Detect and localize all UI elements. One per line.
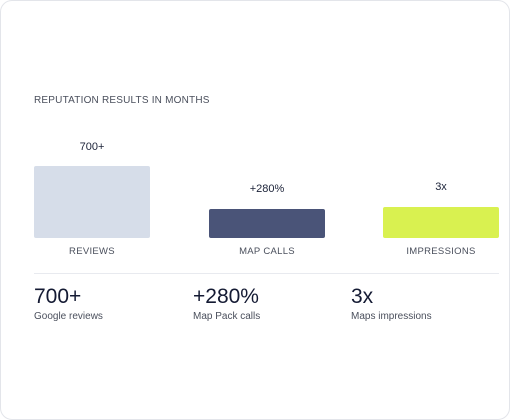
- bar-label: +280%: [249, 183, 285, 195]
- card-title: REPUTATION RESULTS IN MONTHS: [34, 95, 210, 106]
- stat-caption: Maps impressions: [351, 311, 432, 322]
- stat-caption: Map Pack calls: [193, 311, 261, 322]
- bar-category: REVIEWS: [69, 246, 115, 257]
- bar-category: IMPRESSIONS: [406, 246, 476, 257]
- stat-value: 700+: [34, 285, 82, 308]
- divider: [34, 273, 499, 274]
- stat-value: +280%: [193, 285, 259, 308]
- stat-caption: Google reviews: [34, 311, 103, 322]
- bar: [383, 207, 499, 238]
- bar-category: MAP CALLS: [239, 246, 295, 257]
- bar: [34, 166, 150, 238]
- stat-value: 3x: [351, 285, 374, 308]
- bar-label: 3x: [435, 181, 447, 193]
- bar: [209, 209, 325, 238]
- bar-label: 700+: [79, 141, 105, 153]
